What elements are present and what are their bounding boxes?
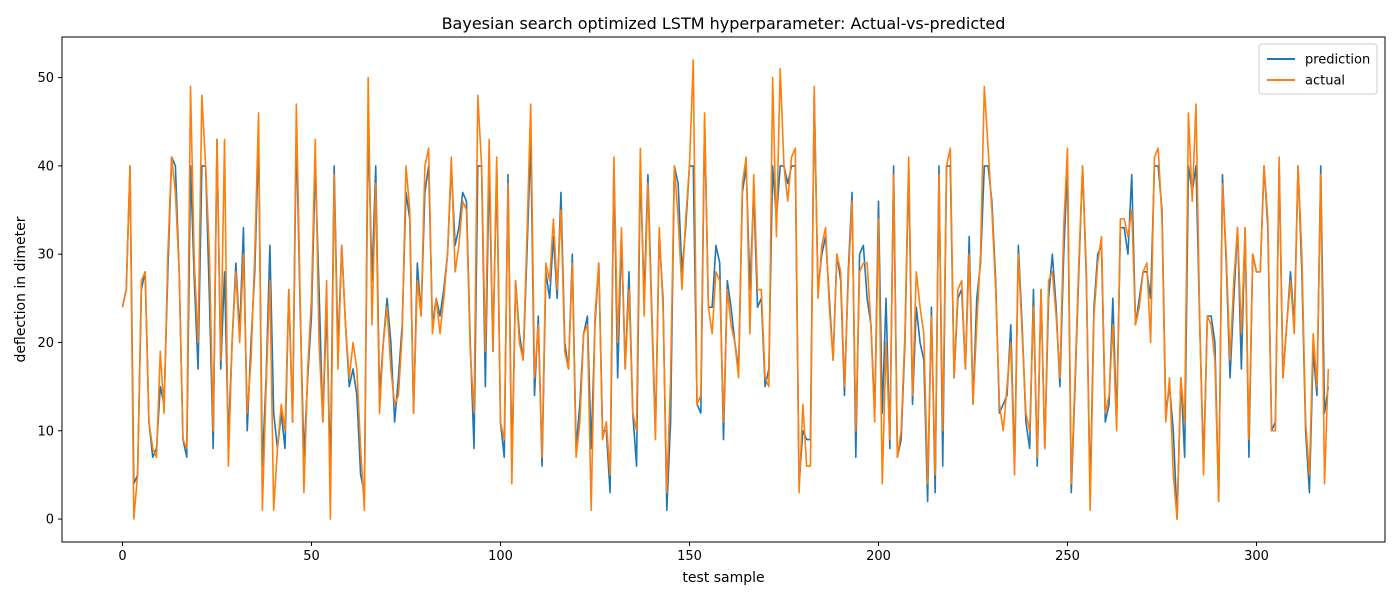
x-tick-label: 300 (1244, 549, 1269, 564)
x-tick-label: 200 (866, 549, 891, 564)
y-tick-label: 20 (37, 336, 54, 351)
y-tick-label: 50 (37, 71, 54, 86)
y-tick-label: 40 (37, 159, 54, 174)
x-axis-ticks: 0 50 100 150 200 250 300 (118, 542, 1269, 564)
x-tick-label: 0 (118, 549, 126, 564)
x-tick-label: 100 (488, 549, 513, 564)
y-axis-label: deflection in dimeter (13, 216, 29, 362)
legend-label-actual: actual (1305, 74, 1345, 89)
series-line-actual (121, 59, 1330, 520)
x-tick-label: 250 (1055, 549, 1080, 564)
y-tick-label: 10 (37, 424, 54, 439)
legend-box (1258, 43, 1378, 95)
axes-frame (61, 36, 1386, 543)
chart-title: Bayesian search optimized LSTM hyperpara… (442, 14, 1006, 33)
legend: prediction actual (1258, 43, 1378, 95)
x-tick-label: 50 (303, 549, 320, 564)
x-tick-label: 150 (677, 549, 702, 564)
legend-label-prediction: prediction (1305, 53, 1370, 68)
y-tick-label: 0 (46, 513, 54, 528)
series-layer (121, 59, 1330, 520)
y-axis-ticks: 0 10 20 30 40 50 (37, 71, 62, 528)
x-axis-label: test sample (682, 570, 764, 586)
y-tick-label: 30 (37, 248, 54, 263)
